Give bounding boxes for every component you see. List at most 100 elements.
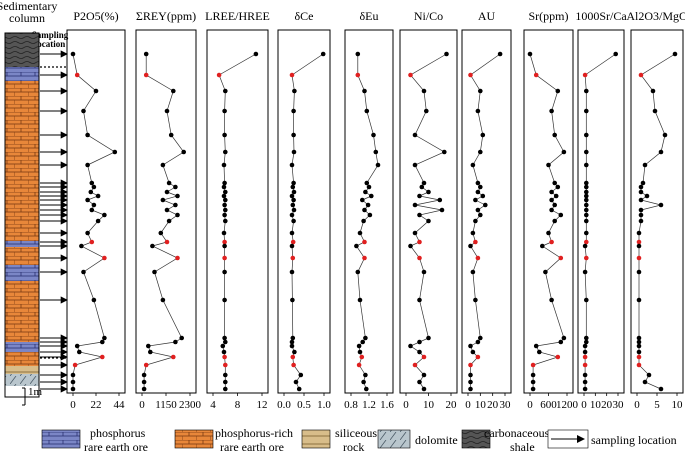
panel-10: Al2O3/MgO 0 5 10 bbox=[626, 9, 685, 411]
data-point bbox=[412, 132, 418, 138]
data-point bbox=[468, 243, 473, 249]
data-point bbox=[70, 51, 76, 57]
data-point bbox=[221, 184, 227, 190]
data-point bbox=[293, 379, 299, 385]
tick-label: 0 bbox=[527, 399, 533, 411]
data-point bbox=[412, 162, 418, 168]
data-point bbox=[141, 372, 147, 378]
data-point bbox=[360, 339, 366, 345]
tick-label: 12 bbox=[257, 399, 268, 411]
data-point bbox=[164, 108, 170, 114]
panel-title: ΣREY(ppm) bbox=[136, 9, 196, 23]
data-point bbox=[437, 197, 443, 203]
data-point bbox=[552, 218, 557, 224]
data-point bbox=[468, 362, 473, 368]
data-point bbox=[642, 162, 648, 168]
data-point bbox=[549, 207, 554, 213]
data-point bbox=[291, 132, 296, 138]
data-point bbox=[367, 212, 373, 218]
scale-bar: 1m bbox=[22, 386, 43, 406]
data-point bbox=[584, 132, 589, 138]
data-point bbox=[375, 162, 381, 168]
legend-label-3b: rock bbox=[343, 440, 364, 454]
phosphorus-ore-layer-3 bbox=[5, 265, 39, 281]
data-point bbox=[292, 349, 297, 355]
tick-label: 20 bbox=[601, 399, 613, 411]
panel-1: P2O5(%) 0 22 44 bbox=[66, 9, 126, 411]
data-point bbox=[412, 202, 418, 208]
data-point bbox=[582, 386, 588, 392]
data-point bbox=[291, 189, 297, 195]
data-point bbox=[223, 339, 228, 345]
data-point bbox=[363, 189, 368, 195]
tick-label: 8 bbox=[235, 399, 241, 411]
data-point bbox=[221, 349, 227, 355]
data-point bbox=[364, 108, 370, 114]
data-point bbox=[468, 386, 473, 392]
data-point bbox=[640, 180, 646, 186]
data-point bbox=[91, 184, 97, 190]
data-point bbox=[652, 108, 658, 114]
data-point bbox=[85, 230, 90, 236]
panel-title: AU bbox=[478, 9, 496, 23]
data-point bbox=[222, 108, 227, 114]
data-point bbox=[222, 243, 227, 249]
data-point bbox=[175, 255, 180, 261]
tick-label: 1.2 bbox=[362, 399, 376, 411]
data-point bbox=[88, 189, 94, 195]
sedimentary-column bbox=[4, 32, 66, 398]
data-point bbox=[584, 255, 589, 261]
data-point bbox=[480, 132, 486, 138]
data-point bbox=[290, 354, 296, 360]
data-point bbox=[470, 162, 476, 168]
data-point bbox=[444, 51, 449, 57]
data-point bbox=[417, 339, 422, 345]
data-point bbox=[475, 108, 481, 114]
data-point bbox=[221, 162, 227, 168]
data-point bbox=[613, 51, 618, 57]
data-point bbox=[584, 218, 589, 224]
panel-frame bbox=[344, 29, 394, 394]
data-point bbox=[290, 255, 296, 261]
data-point bbox=[357, 230, 363, 236]
phosphorus-rich-ore-layer-2 bbox=[5, 247, 39, 265]
data-point bbox=[584, 184, 589, 190]
data-point bbox=[102, 212, 107, 218]
data-point bbox=[533, 72, 539, 78]
panel-frame bbox=[577, 29, 625, 394]
data-point bbox=[636, 349, 642, 355]
data-point bbox=[362, 207, 367, 213]
tick-label: 30 bbox=[613, 399, 625, 411]
data-point bbox=[360, 197, 365, 203]
tick-label: 10 bbox=[590, 399, 602, 411]
data-point bbox=[89, 180, 95, 186]
tick-label: 0.8 bbox=[344, 399, 358, 411]
data-point bbox=[100, 339, 105, 345]
data-point bbox=[223, 379, 228, 385]
sampling-label-line-1: Sampling bbox=[32, 30, 69, 40]
data-point bbox=[79, 243, 84, 249]
data-point bbox=[638, 197, 644, 203]
data-point bbox=[74, 72, 80, 78]
data-point bbox=[584, 180, 589, 186]
data-point bbox=[102, 335, 107, 341]
data-point bbox=[636, 239, 642, 245]
data-point bbox=[537, 349, 542, 355]
data-point bbox=[584, 149, 589, 155]
data-point bbox=[442, 149, 447, 155]
data-point bbox=[223, 218, 228, 224]
data-point bbox=[85, 132, 90, 138]
dolomite-layer bbox=[5, 374, 39, 386]
data-point bbox=[222, 335, 227, 341]
panel-title: δEu bbox=[360, 9, 379, 23]
data-point bbox=[419, 184, 425, 190]
data-point bbox=[555, 184, 561, 190]
phosphorus-rich-ore-layer-1 bbox=[5, 81, 39, 241]
scale-label: 1m bbox=[28, 386, 43, 398]
data-point bbox=[638, 218, 644, 224]
data-point bbox=[473, 218, 478, 224]
data-point bbox=[74, 343, 80, 349]
data-point bbox=[558, 339, 564, 345]
panel-title: 1000Sr/Ca bbox=[575, 9, 627, 23]
data-point bbox=[365, 202, 371, 208]
